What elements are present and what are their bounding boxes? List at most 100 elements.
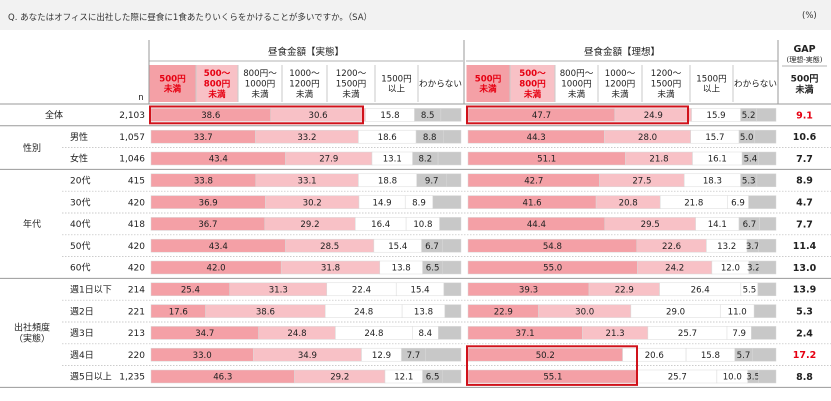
actual-data-label: 33.8 — [194, 177, 213, 187]
row-label: 週4日 — [70, 350, 94, 361]
actual-data-label: 34.9 — [298, 351, 317, 361]
row-label: 50代 — [70, 241, 90, 252]
question-text: Q. あなたはオフィスに出社した際に昼食に1食あたりいくらをかけることが多いです… — [8, 13, 373, 23]
ideal-data-label: 25.7 — [668, 373, 687, 383]
ideal-bar-segment — [756, 173, 777, 188]
row-label: 60代 — [70, 263, 90, 274]
section-label: 性別 — [23, 142, 41, 154]
actual-bar-segment — [440, 108, 462, 122]
row-label: 週1日以下 — [70, 285, 112, 296]
actual-bar-segment — [432, 195, 462, 209]
actual-data-label: 13.8 — [392, 264, 411, 274]
ideal-data-label: 11.0 — [728, 307, 747, 317]
ideal-data-label: 18.3 — [703, 177, 722, 187]
ideal-category-label: 1200円 — [605, 79, 635, 90]
gap-header: GAP — [793, 44, 815, 55]
ideal-category-label: 1500円 — [651, 79, 681, 90]
actual-data-label: 33.1 — [298, 177, 317, 187]
ideal-header-cell — [642, 65, 690, 102]
ideal-data-label: 29.5 — [641, 220, 660, 230]
ideal-data-label: 21.8 — [684, 198, 703, 208]
actual-data-label: 36.7 — [198, 220, 217, 230]
actual-category-label: 1200円 — [289, 79, 319, 90]
ideal-bar-segment — [748, 195, 777, 209]
actual-data-label: 38.6 — [256, 307, 275, 317]
gap-value: 7.7 — [796, 219, 813, 230]
actual-header-cell — [238, 65, 282, 102]
group-label-actual: 昼食金額【実態】 — [268, 46, 344, 58]
actual-bar-segment — [446, 173, 462, 188]
ideal-header-cell — [466, 65, 510, 102]
ideal-data-label: 44.3 — [527, 133, 546, 143]
actual-data-label: 42.0 — [207, 264, 226, 274]
ideal-data-label: 12.0 — [721, 264, 740, 274]
ideal-data-label: 6.9 — [731, 198, 745, 208]
row-n: 1,046 — [119, 155, 145, 165]
actual-category-label: 1500円 — [381, 73, 411, 84]
ideal-bar-segment — [754, 129, 777, 144]
ideal-bar-segment — [758, 260, 777, 275]
actual-data-label: 17.6 — [169, 307, 188, 317]
actual-bar-segment — [442, 238, 462, 253]
row-label: 20代 — [70, 176, 90, 187]
actual-bar-segment — [437, 151, 462, 166]
row-n: 214 — [128, 286, 145, 296]
ideal-data-label: 50.2 — [536, 351, 555, 361]
ideal-data-label: 55.1 — [543, 373, 562, 383]
row-n: 420 — [128, 198, 145, 208]
ideal-header-cell — [510, 65, 555, 102]
actual-category-label: 未満 — [296, 88, 314, 100]
ideal-data-label: 3.7 — [746, 242, 760, 252]
ideal-bar-segment — [751, 326, 777, 340]
ideal-data-label: 47.7 — [532, 111, 551, 121]
ideal-category-label: 未満 — [611, 88, 629, 100]
actual-data-label: 7.7 — [407, 351, 421, 361]
highlight-box-actual-total — [149, 105, 364, 125]
ideal-data-label: 5.5 — [743, 286, 757, 296]
actual-data-label: 29.2 — [300, 220, 319, 230]
actual-bar-segment — [444, 304, 462, 318]
actual-data-label: 12.1 — [394, 373, 413, 383]
actual-data-label: 8.9 — [412, 198, 426, 208]
ideal-data-label: 25.7 — [678, 329, 697, 339]
gap-value: 17.2 — [793, 350, 816, 361]
ideal-data-label: 15.8 — [701, 351, 720, 361]
actual-data-label: 22.4 — [352, 286, 371, 296]
row-n: 1,057 — [119, 133, 145, 143]
actual-data-label: 15.4 — [411, 286, 430, 296]
actual-data-label: 8.4 — [418, 329, 432, 339]
ideal-bar-segment — [758, 238, 777, 253]
ideal-category-label: 1000～ — [605, 69, 636, 79]
ideal-data-label: 5.0 — [740, 133, 754, 143]
row-n: 420 — [128, 264, 145, 274]
actual-data-label: 33.2 — [297, 133, 316, 143]
ideal-bar-segment — [752, 347, 777, 362]
ideal-data-label: 44.4 — [527, 220, 546, 230]
section-label: 年代 — [23, 218, 41, 230]
actual-data-label: 18.6 — [378, 133, 397, 143]
ideal-data-label: 20.6 — [645, 351, 664, 361]
ideal-data-label: 15.7 — [705, 133, 724, 143]
gap-col-label: 未満 — [794, 84, 813, 96]
ideal-data-label: 42.7 — [524, 177, 543, 187]
actual-bar-segment — [439, 217, 462, 231]
ideal-data-label: 29.0 — [666, 307, 685, 317]
ideal-category-label: 未満 — [523, 88, 542, 100]
actual-data-label: 31.8 — [321, 264, 340, 274]
row-n: 420 — [128, 242, 145, 252]
ideal-data-label: 10.0 — [723, 373, 742, 383]
actual-data-label: 6.7 — [425, 242, 439, 252]
unit-label: (%) — [802, 11, 817, 21]
ideal-category-label: 800円～ — [560, 68, 594, 79]
ideal-data-label: 15.9 — [707, 111, 726, 121]
ideal-data-label: 30.0 — [575, 307, 594, 317]
row-n: 418 — [128, 220, 145, 230]
actual-data-label: 15.4 — [388, 242, 407, 252]
n-label: n — [138, 93, 143, 103]
ideal-data-label: 21.3 — [606, 329, 625, 339]
actual-data-label: 13.8 — [414, 307, 433, 317]
row-n: 220 — [128, 351, 145, 361]
ideal-category-label: わからない — [734, 79, 777, 90]
ideal-category-label: 800円 — [519, 79, 546, 90]
section-label: 出社頻度 — [14, 322, 50, 334]
